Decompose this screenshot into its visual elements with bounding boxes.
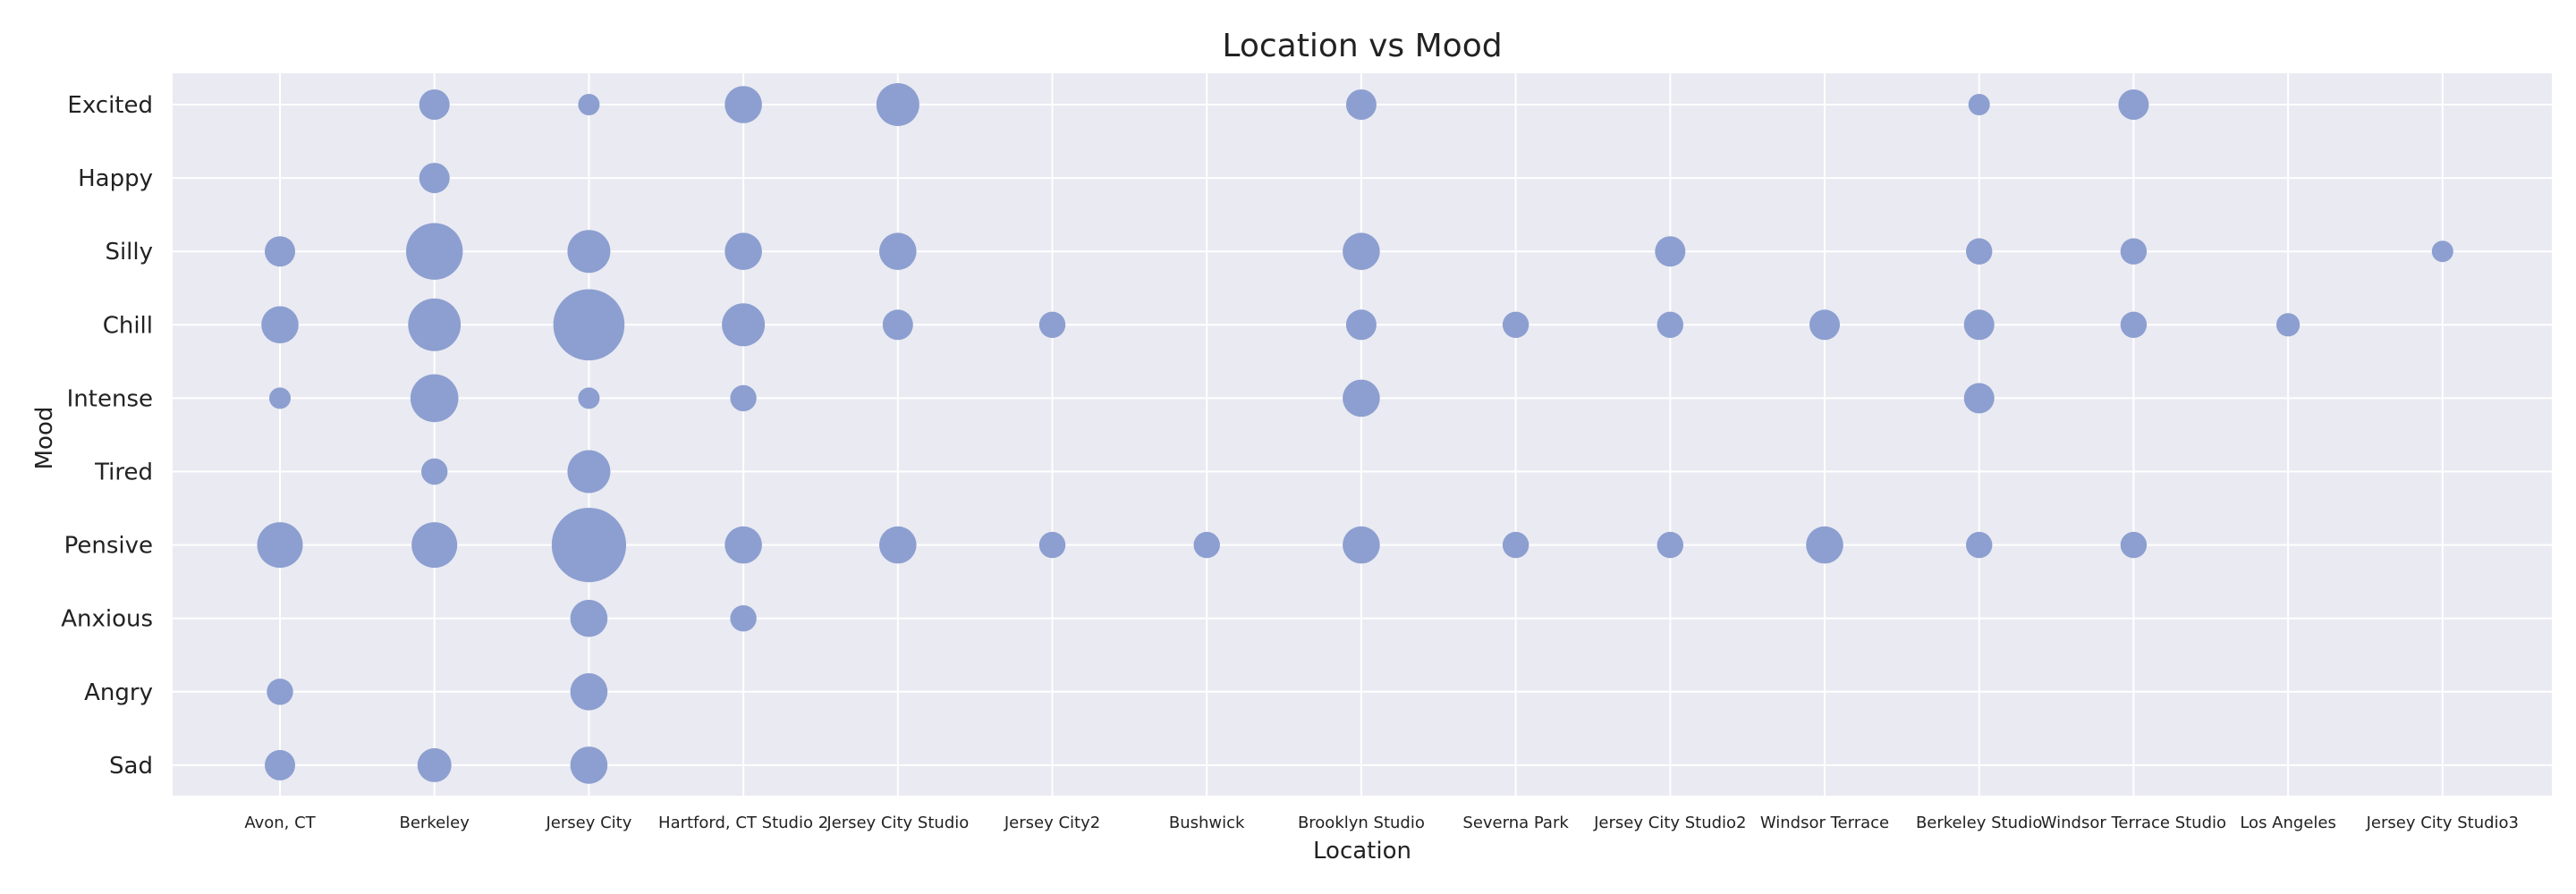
data-point xyxy=(567,230,611,274)
x-tick-label: Windsor Terrace xyxy=(1760,814,1889,832)
x-tick-label: Los Angeles xyxy=(2240,814,2336,832)
data-point xyxy=(1806,526,1843,564)
data-point xyxy=(1038,531,1066,559)
y-tick-label: Happy xyxy=(78,165,153,192)
data-point xyxy=(2276,313,2301,337)
y-tick-label: Intense xyxy=(67,385,153,412)
data-point xyxy=(1966,531,1993,559)
data-point xyxy=(730,605,757,632)
data-point xyxy=(265,749,295,780)
y-tick-label: Angry xyxy=(84,679,153,706)
data-point xyxy=(410,374,459,423)
data-point xyxy=(1968,94,1990,115)
data-point xyxy=(882,309,913,341)
x-tick-label: Berkeley Studio xyxy=(1916,814,2042,832)
data-point xyxy=(419,163,450,194)
data-point xyxy=(578,94,600,115)
x-tick-label: Hartford, CT Studio 2 xyxy=(658,814,828,832)
data-point xyxy=(421,458,448,485)
x-tick-label: Windsor Terrace Studio xyxy=(2041,814,2226,832)
data-point xyxy=(1963,383,1995,414)
x-tick-label: Bushwick xyxy=(1169,814,1245,832)
y-tick-label: Anxious xyxy=(61,606,153,633)
data-point xyxy=(417,747,452,782)
data-point xyxy=(265,236,295,267)
data-point xyxy=(2120,531,2148,559)
data-point xyxy=(1966,238,1993,265)
x-tick-label: Jersey City Studio xyxy=(826,814,969,832)
data-point xyxy=(876,83,919,126)
data-point xyxy=(1502,531,1530,559)
data-point xyxy=(1963,309,1995,341)
x-tick-label: Jersey City Studio2 xyxy=(1593,814,1746,832)
y-tick-label: Sad xyxy=(109,753,153,780)
y-axis-label: Mood xyxy=(31,407,58,470)
data-point xyxy=(570,746,608,784)
y-tick-labels: Excited Happy Silly Chill Intense Tired Pensiv… xyxy=(61,92,153,780)
data-point xyxy=(406,223,463,280)
data-point xyxy=(1345,89,1377,120)
x-tick-labels: Avon, CT Berkeley Jersey City Hartford, CT … xyxy=(244,814,2519,832)
data-point xyxy=(261,306,299,344)
data-point xyxy=(1343,526,1380,564)
data-point xyxy=(553,289,625,361)
chart-title: Location vs Mood xyxy=(1222,28,1502,64)
data-point xyxy=(1345,309,1377,341)
x-tick-label: Brooklyn Studio xyxy=(1298,814,1425,832)
x-tick-label: Severna Park xyxy=(1462,814,1569,832)
y-tick-label: Silly xyxy=(105,239,153,266)
x-tick-label: Berkeley xyxy=(399,814,470,832)
x-tick-label: Jersey City2 xyxy=(1004,814,1100,832)
data-point xyxy=(1343,379,1380,417)
data-point xyxy=(1809,309,1840,341)
data-point xyxy=(578,387,600,409)
data-point xyxy=(1038,311,1066,338)
x-tick-label: Jersey City Studio3 xyxy=(2366,814,2519,832)
data-point xyxy=(1193,531,1220,559)
data-point xyxy=(570,673,608,711)
data-point xyxy=(1343,232,1380,271)
data-point xyxy=(408,298,462,351)
data-point xyxy=(411,522,458,569)
data-points xyxy=(257,83,2453,784)
data-point xyxy=(879,232,917,271)
y-tick-label: Chill xyxy=(103,312,153,339)
plot-background xyxy=(173,73,2552,796)
data-point xyxy=(724,232,762,271)
data-point xyxy=(724,86,762,123)
data-point xyxy=(730,384,757,412)
data-point xyxy=(567,450,611,493)
data-point xyxy=(724,526,762,564)
y-tick-label: Excited xyxy=(67,92,153,119)
x-axis-label: Location xyxy=(1313,838,1411,864)
data-point xyxy=(267,679,293,705)
data-point xyxy=(1657,531,1684,559)
data-point xyxy=(269,387,291,409)
data-point xyxy=(2431,240,2453,263)
data-point xyxy=(879,526,917,564)
data-point xyxy=(2120,311,2148,338)
data-point xyxy=(551,508,627,583)
y-tick-label: Tired xyxy=(94,460,153,486)
data-point xyxy=(2120,238,2148,265)
x-tick-label: Avon, CT xyxy=(244,814,316,832)
data-point xyxy=(1502,311,1530,338)
data-point xyxy=(1657,311,1684,338)
x-tick-label: Jersey City xyxy=(545,814,631,832)
y-tick-label: Pensive xyxy=(64,533,153,560)
data-point xyxy=(2118,89,2149,120)
data-point xyxy=(419,89,450,120)
data-point xyxy=(570,599,608,637)
data-point xyxy=(1655,236,1686,267)
data-point xyxy=(257,522,303,569)
data-point xyxy=(722,303,766,347)
